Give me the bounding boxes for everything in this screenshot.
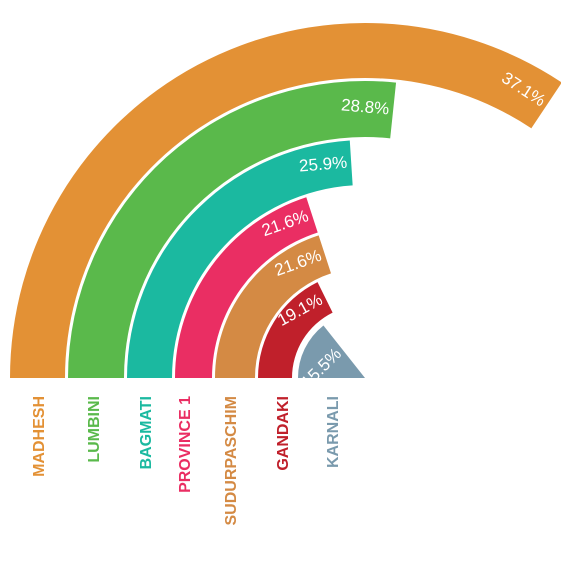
bar bbox=[127, 140, 353, 378]
bar bbox=[68, 80, 397, 378]
category-label: SUDURPASCHIM bbox=[223, 396, 240, 525]
category-label: MADHESH bbox=[31, 396, 48, 477]
bar bbox=[175, 197, 318, 378]
category-label: PROVINCE 1 bbox=[177, 396, 194, 493]
category-label: GANDAKI bbox=[275, 396, 292, 471]
bar bbox=[258, 282, 333, 378]
category-label: LUMBINI bbox=[86, 396, 103, 463]
value-label: 28.8% bbox=[340, 95, 390, 118]
bar bbox=[215, 235, 332, 378]
category-label: BAGMATI bbox=[138, 396, 155, 469]
bar bbox=[298, 325, 365, 378]
value-label: 25.9% bbox=[298, 153, 348, 176]
category-label: KARNALI bbox=[325, 396, 342, 468]
bar bbox=[10, 23, 561, 378]
